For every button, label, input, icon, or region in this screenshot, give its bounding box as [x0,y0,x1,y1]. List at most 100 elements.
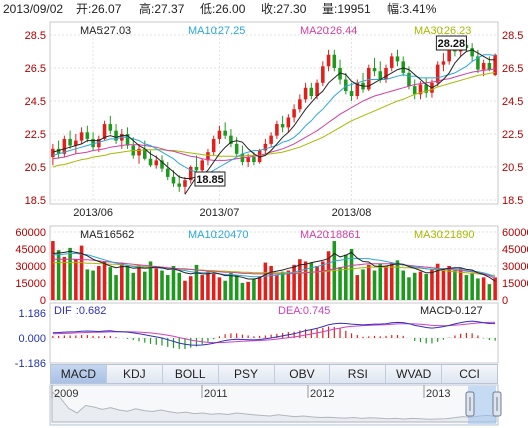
volume-bar [114,275,118,300]
navigator-year-label: 2009 [54,388,78,400]
volume-bar [309,262,314,300]
volume-bar [292,264,296,300]
volume-moving-averages [52,250,496,282]
volume-bar [74,259,78,300]
volume-bar [56,250,61,300]
volume-bar [200,275,204,300]
volume-bar [395,260,400,300]
candle-body [344,79,348,92]
candle-body [91,138,95,148]
volume-bar [97,266,101,300]
volume-tick-left: 60000 [15,227,46,239]
volume-ma-legend: MA5:16562 MA10:20470 MA20:18861 MA30:21890 [80,229,474,241]
price-tick-left: 20.5 [25,162,46,174]
volume-bar [154,268,159,300]
macd-legend-name: DIF [54,305,72,317]
volume-bar [453,270,457,300]
volume-bar [257,276,262,300]
volume-tick-left: 0 [40,295,46,307]
candle-body [395,56,400,62]
navigator-year-label: 2012 [310,388,334,400]
date-tick-label: 2013/07 [200,207,240,219]
price-tick-left: 24.5 [25,96,46,108]
candle-body [355,82,360,97]
legend-name: MA5 [80,25,103,37]
legend-value: :20470 [215,229,249,241]
volume-bar [137,264,141,300]
volume-bars [51,241,497,300]
volume-bar [407,277,411,300]
candle-body [206,152,210,161]
legend-name: MA30 [414,229,443,241]
volume-tick-left: 45000 [15,244,46,256]
volume-bar [206,271,210,300]
legend-name: MA10 [188,229,217,241]
tab-boll[interactable]: BOLL [163,365,219,383]
volume-bar [378,263,383,300]
tab-cci[interactable]: CCI [459,367,480,381]
price-ma-legend: MA5:27.03 MA10:27.25 MA20:26.44 MA30:26.23 [80,25,471,37]
candle-body [366,67,371,90]
candle-body [194,166,199,171]
macd-tick: 0.000 [18,333,46,345]
legend-name: MA20 [300,229,329,241]
volume-bar [298,259,302,300]
candle-body [418,84,423,95]
candle-body [148,158,153,166]
volume-bar [412,272,417,300]
volume-bar [355,275,360,300]
tab-psy[interactable]: PSY [219,365,275,383]
volume-bar [493,277,497,300]
candle-body [188,166,193,181]
macd-legend-value: :-0.127 [448,305,482,317]
candle-body [165,168,170,177]
volume-bar [217,277,222,300]
volume-bar [384,266,388,300]
volume-bar [142,271,147,300]
candle-body [384,67,388,80]
price-ma20-line [52,68,496,161]
candle-body [223,130,227,136]
tab-macd[interactable]: MACD [51,365,107,383]
candle-body [326,54,331,67]
volume-bar [487,284,492,300]
candle-body [108,124,113,131]
volume-bar [131,272,136,300]
legend-value: :16562 [101,229,135,241]
header-low: 低:26.00 [200,2,246,16]
header-open: 开:26.07 [76,2,122,16]
volume-bar [223,280,227,300]
volume-bar [246,281,250,300]
macd-legend-value: :0.745 [300,305,331,317]
candle-body [85,132,90,139]
legend-value: :26.44 [327,25,358,37]
price-tick-right: 22.5 [502,129,523,141]
legend-value: :26.23 [441,25,472,37]
candle-body [171,176,176,184]
price-panel-frame [49,21,499,205]
legend-value: :18861 [327,229,361,241]
tab-wvad[interactable]: WVAD [386,365,443,383]
candle-body [257,150,262,163]
tab-rsi[interactable]: RSI [330,365,387,383]
range-navigator[interactable]: 2009 2011 2012 2013 [51,385,502,424]
macd-axis-labels: 1.186 0.000 -1.186 [15,308,46,370]
tab-obv[interactable]: OBV [275,365,331,383]
candle-body [177,183,182,187]
candle-body [234,143,239,154]
navigator-history-area [51,391,497,423]
candle-body [447,48,451,62]
candle-body [211,138,216,153]
price-tick-left: 22.5 [25,129,46,141]
macd-tick: -1.186 [15,358,46,370]
tab-kdj[interactable]: KDJ [107,365,163,383]
macd-legend-name: MACD [420,305,452,317]
volume-bar [85,269,90,300]
macd-tick: 1.186 [18,308,46,320]
volume-bar [68,247,72,300]
volume-bar [481,277,486,300]
volume-bar [263,262,268,300]
price-moving-averages [52,49,496,179]
annotation-label: 28.28 [438,38,466,50]
